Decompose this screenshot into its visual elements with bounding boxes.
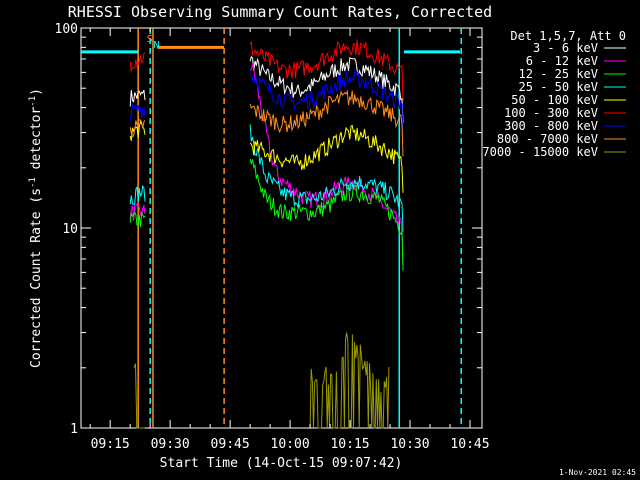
x-tick-label: 10:30 <box>390 437 429 452</box>
y-tick-label: 100 <box>55 22 78 37</box>
series-line <box>129 69 404 137</box>
legend-label: 3 - 6 keV <box>533 41 598 55</box>
generated-timestamp: 1-Nov-2021 02:45 <box>559 468 636 477</box>
plot-area: SN 1 10 100 09:15 09:30 09:45 10:00 10:15 10:30… <box>55 22 490 452</box>
x-tick-label: 09:15 <box>91 437 130 452</box>
level-lines <box>81 45 461 54</box>
chart-title: RHESSI Observing Summary Count Rates, Co… <box>68 3 492 21</box>
y-axis-label: Corrected Count Rate (s-1 detector-1) <box>28 88 44 368</box>
legend-label: 7000 - 15000 keV <box>482 145 598 159</box>
legend-label: 25 - 50 keV <box>519 80 598 94</box>
x-tick-label: 09:30 <box>151 437 190 452</box>
x-tick-label: 10:15 <box>330 437 369 452</box>
series-line <box>129 124 404 232</box>
flag-label: N <box>154 40 160 51</box>
x-tick-label: 10:00 <box>271 437 310 452</box>
y-tick-label: 10 <box>62 222 78 237</box>
series-line <box>129 63 404 266</box>
flag-label: S <box>147 34 153 45</box>
legend-label: 100 - 300 keV <box>504 106 598 120</box>
series-line <box>129 158 404 271</box>
y-axis-ticks: 1 10 100 <box>55 22 482 437</box>
legend-label: 300 - 800 keV <box>504 119 598 133</box>
legend-label: 6 - 12 keV <box>526 54 598 68</box>
x-tick-label: 10:45 <box>450 437 489 452</box>
legend-label: 50 - 100 keV <box>511 93 598 107</box>
legend-header: Det 1,5,7, Att 0 <box>510 29 626 43</box>
x-axis-label: Start Time (14-Oct-15 09:07:42) <box>160 456 403 471</box>
x-tick-label: 09:45 <box>211 437 250 452</box>
x-axis-ticks: 09:15 09:30 09:45 10:00 10:15 10:30 10:45 <box>89 28 490 452</box>
legend-label: 800 - 7000 keV <box>497 132 598 146</box>
flag-labels: SN <box>147 34 160 51</box>
series-line <box>129 89 404 157</box>
series-line <box>133 332 390 429</box>
legend-label: 12 - 25 keV <box>519 67 598 81</box>
series-line <box>129 39 404 102</box>
y-tick-label: 1 <box>70 422 78 437</box>
series-layer <box>129 39 404 429</box>
event-markers <box>137 28 462 428</box>
